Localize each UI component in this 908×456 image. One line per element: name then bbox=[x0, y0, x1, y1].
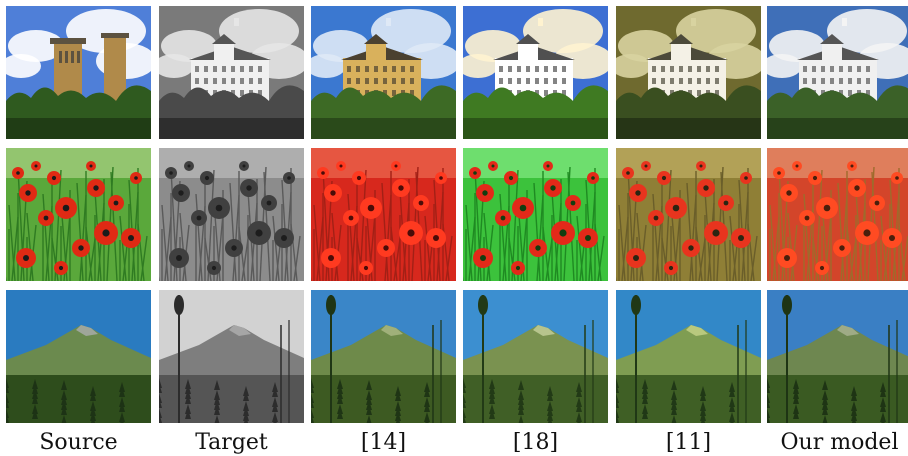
column-caption-ref-18: [18] bbox=[512, 430, 559, 455]
image-poppy-field-target bbox=[159, 148, 304, 281]
column-caption-ref-11: [11] bbox=[665, 430, 712, 455]
image-poppy-field-our-model bbox=[767, 148, 908, 281]
column-caption-ref-14: [14] bbox=[360, 430, 407, 455]
image-mountain-forest-target bbox=[159, 290, 304, 423]
column-caption-source: Source bbox=[39, 430, 118, 455]
image-mountain-forest-ref-14 bbox=[311, 290, 456, 423]
image-castle-landscape-our-model bbox=[767, 6, 908, 139]
image-castle-landscape-source bbox=[6, 6, 151, 139]
image-poppy-field-source bbox=[6, 148, 151, 281]
image-castle-landscape-ref-14 bbox=[311, 6, 456, 139]
image-poppy-field-ref-14 bbox=[311, 148, 456, 281]
column-caption-target: Target bbox=[195, 430, 268, 455]
image-mountain-forest-our-model bbox=[767, 290, 908, 423]
image-mountain-forest-ref-11 bbox=[616, 290, 761, 423]
image-castle-landscape-ref-18 bbox=[463, 6, 608, 139]
image-castle-landscape-ref-11 bbox=[616, 6, 761, 139]
image-poppy-field-ref-11 bbox=[616, 148, 761, 281]
image-poppy-field-ref-18 bbox=[463, 148, 608, 281]
image-mountain-forest-source bbox=[6, 290, 151, 423]
image-mountain-forest-ref-18 bbox=[463, 290, 608, 423]
column-caption-our-model: Our model bbox=[780, 430, 899, 455]
image-castle-landscape-target bbox=[159, 6, 304, 139]
